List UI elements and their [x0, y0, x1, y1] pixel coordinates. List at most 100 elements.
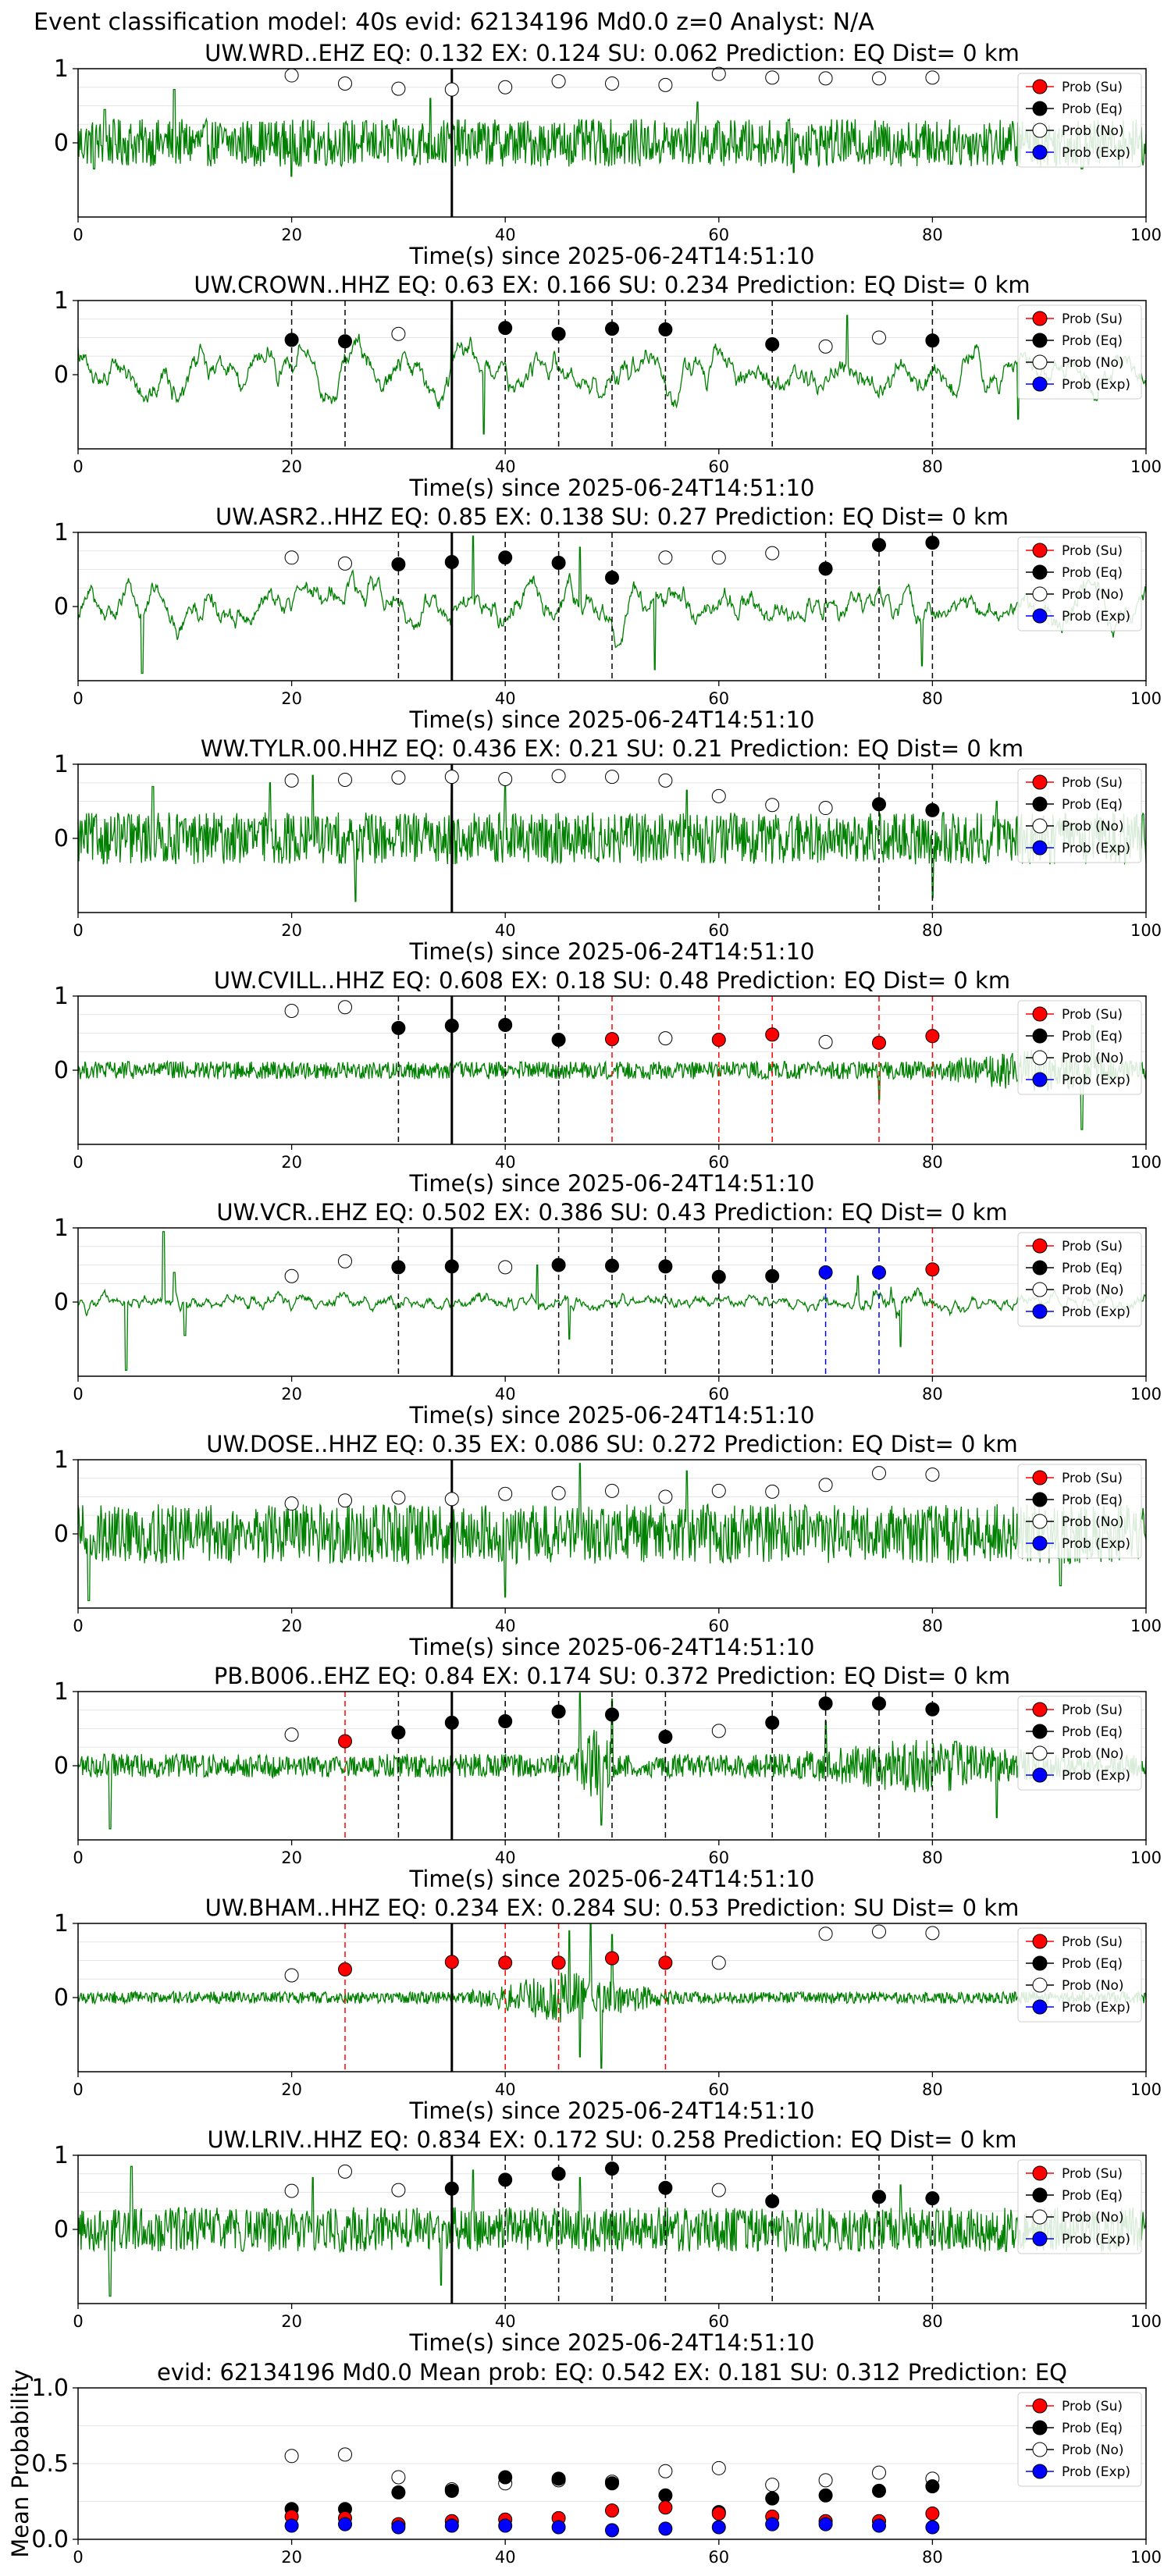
x-tick-label: 40 — [495, 1153, 516, 1172]
prob-marker-eq — [444, 1259, 459, 1274]
legend-marker-exp — [1032, 2231, 1048, 2247]
legend-label: Prob (Eq) — [1062, 565, 1123, 581]
legend-label: Prob (Exp) — [1062, 1073, 1130, 1088]
x-tick-label: 20 — [281, 1385, 302, 1404]
panel-title: UW.DOSE..HHZ EQ: 0.35 EX: 0.086 SU: 0.27… — [206, 1431, 1018, 1457]
legend-box — [1017, 1927, 1142, 2023]
legend-marker-exp — [1032, 840, 1048, 856]
prob-marker-no — [498, 772, 513, 786]
prob-marker-su — [338, 1734, 352, 1749]
x-tick-label: 60 — [708, 1153, 729, 1172]
prob-marker-su — [551, 1955, 566, 1970]
prob-marker-no — [391, 81, 406, 96]
prob-marker-eq — [444, 1019, 459, 1033]
prob-marker-no — [605, 1483, 619, 1498]
x-tick-label: 20 — [281, 689, 302, 708]
legend-marker-exp — [1032, 1535, 1048, 1551]
mean-marker-eq — [444, 2483, 459, 2498]
legend-label: Prob (Eq) — [1062, 1029, 1123, 1044]
x-tick-label: 40 — [495, 921, 516, 940]
mean-marker-exp — [765, 2517, 780, 2532]
prob-marker-eq — [551, 326, 566, 341]
prob-marker-su — [765, 1027, 780, 1042]
legend-label: Prob (Eq) — [1062, 333, 1123, 349]
legend-box — [1017, 304, 1142, 400]
prob-marker-eq — [925, 333, 940, 348]
prob-marker-no — [284, 1496, 299, 1511]
prob-marker-eq — [551, 1258, 566, 1272]
legend-marker-exp — [1032, 1072, 1048, 1087]
x-tick-label: 60 — [708, 2548, 729, 2567]
legend-label: Prob (Su) — [1062, 775, 1123, 791]
legend-box — [1017, 2159, 1142, 2254]
legend-marker-eq — [1032, 1028, 1048, 1044]
legend-box — [1017, 2392, 1142, 2487]
panels: UW.WRD..EHZ EQ: 0.132 EX: 0.124 SU: 0.06… — [7, 40, 1162, 2567]
prob-marker-eq — [498, 321, 513, 336]
prob-marker-no — [658, 1031, 673, 1046]
prob-marker-eq — [391, 1725, 406, 1740]
y-tick-label: 0 — [54, 1521, 69, 1548]
legend-marker-su — [1032, 2398, 1048, 2414]
prob-marker-no — [818, 1478, 833, 1493]
prob-marker-su — [872, 1035, 886, 1050]
x-tick-label: 100 — [1130, 2548, 1162, 2567]
mean-marker-eq — [765, 2491, 780, 2506]
prob-marker-eq — [551, 1704, 566, 1719]
legend-label: Prob (Eq) — [1062, 1724, 1123, 1740]
x-tick-label: 60 — [708, 2312, 729, 2331]
prob-marker-no — [284, 2183, 299, 2198]
mean-marker-exp — [605, 2523, 619, 2538]
legend-marker-no — [1032, 1745, 1048, 1761]
legend-label: Prob (Su) — [1062, 2166, 1123, 2182]
prob-marker-eq — [498, 2172, 513, 2187]
prob-marker-eq — [925, 535, 940, 550]
mean-marker-exp — [444, 2518, 459, 2533]
legend-marker-eq — [1032, 101, 1048, 116]
y-tick-label: 1 — [54, 1678, 69, 1706]
mean-marker-no — [338, 2447, 352, 2462]
y-tick-label: 0 — [54, 593, 69, 621]
legend-marker-no — [1032, 1050, 1048, 1066]
x-tick-label: 40 — [495, 2080, 516, 2099]
x-tick-label: 40 — [495, 2312, 516, 2331]
station-panel-8: PB.B006..EHZ EQ: 0.84 EX: 0.174 SU: 0.37… — [54, 1663, 1162, 1892]
waveform-trace — [77, 774, 1147, 902]
legend-label: Prob (Exp) — [1062, 2464, 1130, 2480]
prob-marker-no — [818, 1927, 833, 1941]
x-tick-label: 80 — [922, 1153, 943, 1172]
prob-marker-exp — [872, 1265, 886, 1279]
mean-marker-exp — [391, 2520, 406, 2535]
prob-marker-no — [391, 770, 406, 785]
prob-marker-no — [765, 70, 780, 85]
legend-marker-no — [1032, 1977, 1048, 1993]
x-axis-label: Time(s) since 2025-06-24T14:51:10 — [409, 243, 815, 269]
prob-marker-no — [818, 801, 833, 816]
mean-marker-eq — [925, 2479, 940, 2494]
legend-marker-su — [1032, 79, 1048, 94]
prob-marker-eq — [605, 322, 619, 336]
x-tick-label: 0 — [73, 226, 83, 244]
panel-title: UW.ASR2..HHZ EQ: 0.85 EX: 0.138 SU: 0.27… — [215, 503, 1009, 530]
x-axis-label: Time(s) since 2025-06-24T14:51:10 — [409, 2329, 815, 2356]
prob-marker-eq — [498, 1714, 513, 1728]
prob-marker-no — [444, 82, 459, 97]
prob-marker-eq — [605, 1707, 619, 1722]
x-tick-label: 20 — [281, 2080, 302, 2099]
x-tick-label: 0 — [73, 1385, 83, 1404]
prob-marker-eq — [444, 555, 459, 569]
prob-marker-eq — [872, 2190, 886, 2204]
legend-label: Prob (Eq) — [1062, 1956, 1123, 1972]
legend-box — [1017, 536, 1142, 632]
mean-marker-no — [765, 2478, 780, 2492]
legend-label: Prob (Su) — [1062, 1934, 1123, 1950]
prob-marker-no — [284, 1968, 299, 1983]
prob-marker-eq — [658, 322, 673, 337]
x-axis-label: Time(s) since 2025-06-24T14:51:10 — [409, 706, 815, 733]
legend-marker-su — [1032, 1470, 1048, 1485]
station-panel-2: UW.CROWN..HHZ EQ: 0.63 EX: 0.166 SU: 0.2… — [54, 272, 1162, 501]
y-tick-label: 1 — [54, 287, 69, 315]
prob-marker-no — [444, 1492, 459, 1507]
prob-marker-su — [658, 1955, 673, 1970]
y-tick-label: 0 — [54, 1057, 69, 1084]
